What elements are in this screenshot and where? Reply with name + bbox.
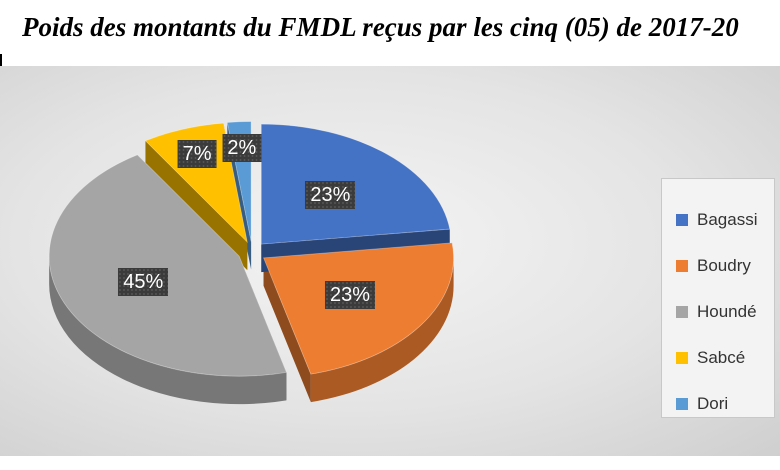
legend-label: Houndé [697, 302, 757, 321]
legend-swatch [676, 398, 688, 410]
pie-tops [48, 121, 454, 377]
pie-chart [48, 121, 454, 405]
legend-item-dori: Dori [662, 381, 774, 427]
pie-slice-bagassi [260, 123, 451, 245]
data-label-dori: 2% [222, 134, 262, 163]
pie-slice-side-boudry [310, 257, 454, 403]
legend-label: Boudry [697, 256, 751, 275]
legend-label: Bagassi [697, 210, 758, 229]
data-label-bagassi: 23% [305, 180, 356, 209]
legend-swatch [676, 214, 688, 226]
chart-title: Poids des montants du FMDL reçus par les… [22, 12, 739, 42]
pie-slice-houndé [48, 154, 287, 377]
pie-slice-edge-sabcé [145, 140, 248, 271]
data-label-sabcé: 7% [177, 140, 217, 169]
legend-item-hounde: Houndé [662, 289, 774, 335]
data-label-houndé: 45% [118, 268, 169, 297]
pie-slice-side-houndé [49, 256, 287, 405]
legend: Bagassi Boudry Houndé Sabcé Dori [661, 178, 775, 418]
legend-swatch [676, 306, 688, 318]
legend-swatch [676, 260, 688, 272]
legend-item-boudry: Boudry [662, 243, 774, 289]
legend-item-bagassi: Bagassi [662, 197, 774, 243]
chart-area: 23% 23% 45% 7% 2% Bagassi Boudry Houndé Sabc… [0, 66, 780, 456]
pie-slice-sabcé [144, 122, 248, 244]
data-label-boudry: 23% [324, 280, 376, 309]
legend-item-sabce: Sabcé [662, 335, 774, 381]
pie-slice-edge-boudry [263, 257, 311, 403]
legend-label: Dori [697, 394, 729, 413]
legend-label: Sabcé [697, 348, 746, 367]
legend-swatch [676, 352, 688, 364]
